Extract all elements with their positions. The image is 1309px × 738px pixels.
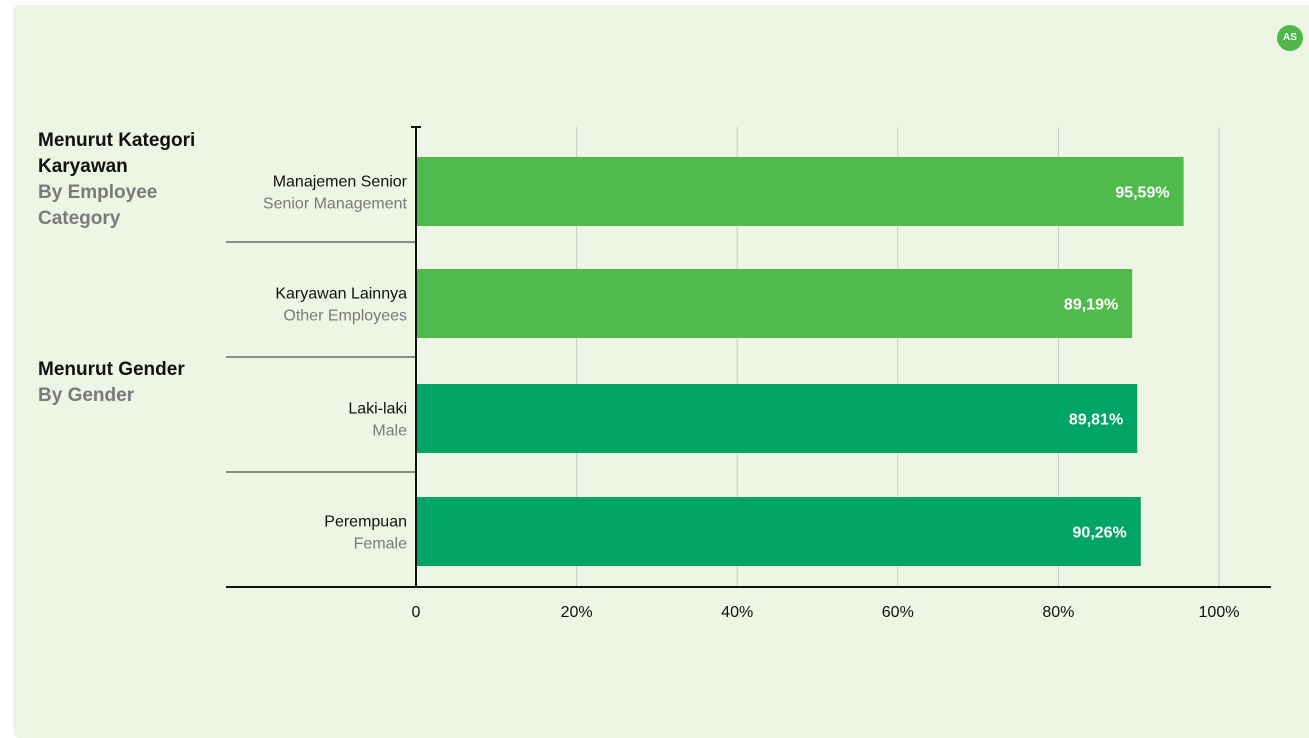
category-sublabel: Other Employees	[283, 308, 407, 325]
group-title-employee-category: Menurut Kategori Karyawan By Employee Ca…	[38, 128, 228, 232]
group-title-en: By Employee Category	[38, 182, 158, 229]
bar	[416, 384, 1138, 453]
bar	[416, 157, 1184, 226]
x-tick-label: 20%	[561, 604, 593, 621]
bar	[416, 269, 1133, 338]
group-title-en: By Gender	[38, 385, 135, 406]
x-tick-label: 100%	[1199, 604, 1240, 621]
x-tick-label: 60%	[882, 604, 914, 621]
data-label: 89,19%	[1064, 297, 1118, 314]
data-label: 90,26%	[1073, 525, 1127, 542]
x-tick-label: 0	[412, 604, 421, 621]
data-label: 95,59%	[1115, 185, 1169, 202]
group-title-gender: Menurut Gender By Gender	[38, 357, 185, 409]
category-sublabel: Senior Management	[263, 196, 408, 213]
chart-panel	[13, 5, 1309, 738]
x-tick-label: 80%	[1042, 604, 1074, 621]
category-label: Karyawan Lainnya	[275, 286, 407, 303]
group-title-id: Menurut Kategori Karyawan	[38, 130, 196, 177]
category-sublabel: Female	[354, 536, 407, 553]
avatar[interactable]: AS	[1277, 25, 1303, 51]
bar	[416, 497, 1141, 566]
category-label: Laki-laki	[348, 401, 407, 418]
category-sublabel: Male	[372, 423, 407, 440]
group-title-id: Menurut Gender	[38, 359, 185, 380]
category-label: Perempuan	[324, 514, 407, 531]
data-label: 89,81%	[1069, 412, 1123, 429]
x-tick-label: 40%	[721, 604, 753, 621]
category-label: Manajemen Senior	[273, 174, 408, 191]
